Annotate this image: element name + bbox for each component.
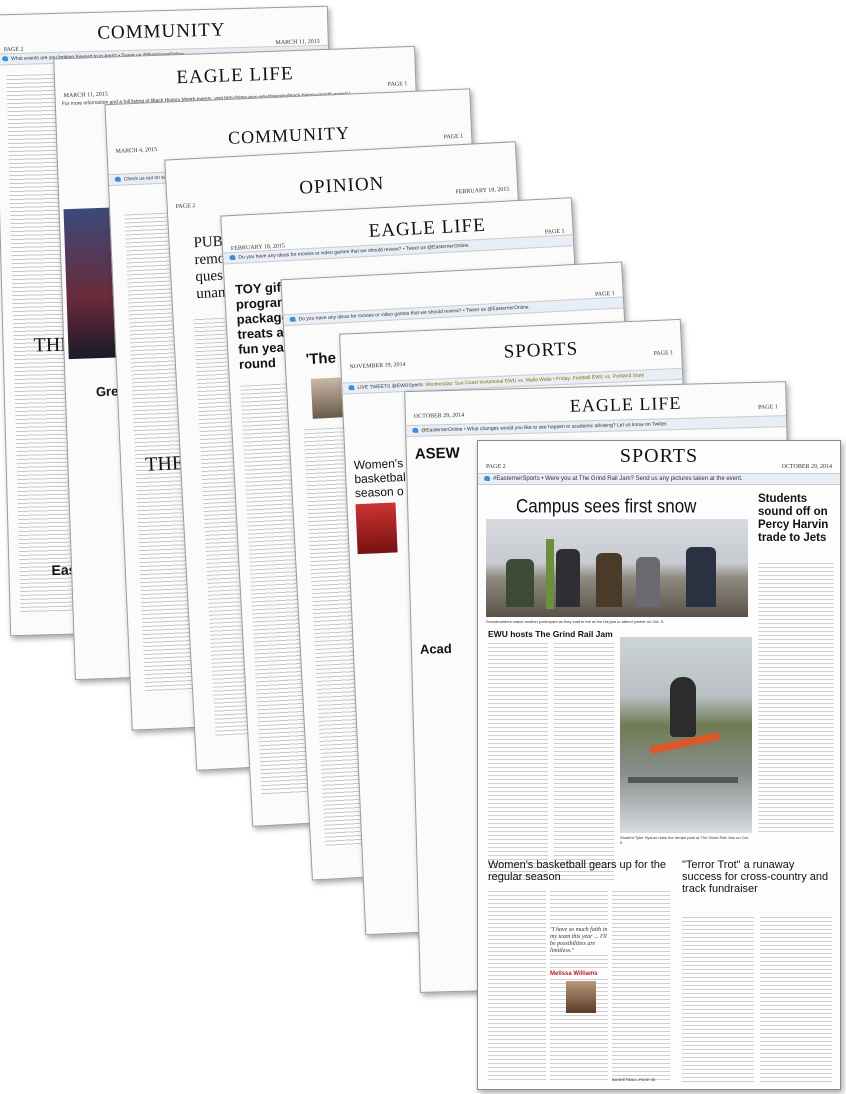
page-number: PAGE 2 bbox=[486, 464, 506, 470]
person-figure bbox=[596, 553, 622, 607]
sub-headline: EWU hosts The Grind Rail Jam bbox=[488, 629, 613, 639]
continued-label: BASKETBALL-PAGE 55 bbox=[612, 1077, 656, 1082]
bottom-right-headline: "Terror Trot" a runaway success for cros… bbox=[682, 859, 829, 895]
twitter-bird-icon bbox=[2, 56, 9, 62]
issue-date: MARCH 4, 2015 bbox=[115, 147, 158, 155]
rail-jam-photo bbox=[620, 637, 752, 833]
person-figure bbox=[556, 549, 580, 607]
person-figure bbox=[506, 559, 534, 607]
page-number: PAGE 2 bbox=[175, 203, 196, 211]
headline: season o bbox=[354, 484, 404, 501]
twitter-bird-icon bbox=[348, 385, 355, 391]
pull-quote: "I have so much faith in my team this ye… bbox=[550, 927, 608, 955]
headline: THE bbox=[144, 452, 185, 476]
twitter-bird-icon bbox=[229, 255, 236, 261]
twitter-bird-icon bbox=[484, 476, 490, 481]
photo-caption: Snowboarders watch another participant a… bbox=[486, 619, 665, 624]
folio: PAGE 2 OCTOBER 29, 2014 bbox=[478, 464, 840, 470]
page-number: PAGE 1 bbox=[653, 350, 674, 358]
newspaper-page-sports-oct29: SPORTS PAGE 2 OCTOBER 29, 2014 #Easterne… bbox=[477, 440, 841, 1090]
issue-date: MARCH 11, 2015 bbox=[275, 38, 320, 47]
twitter-text: #EasternerSports • Were you at The Grind… bbox=[493, 476, 743, 483]
story-text bbox=[488, 891, 546, 1081]
side-headline: Students sound off on Percy Harvin trade… bbox=[758, 493, 829, 544]
story-text bbox=[554, 643, 614, 883]
page-number: PAGE 1 bbox=[594, 290, 615, 298]
twitter-bird-icon bbox=[114, 176, 121, 183]
twitter-text: LIVE TWEETS @EWUSports bbox=[357, 382, 424, 391]
person-figure bbox=[686, 547, 716, 607]
player-headshot bbox=[566, 981, 596, 1013]
page-number: PAGE 1 bbox=[387, 81, 408, 88]
headline: PUB bbox=[193, 233, 224, 252]
issue-date: NOVEMBER 19, 2014 bbox=[349, 361, 406, 371]
issue-date: OCTOBER 29, 2014 bbox=[781, 464, 832, 470]
twitter-bird-icon bbox=[412, 427, 419, 434]
side-story-text bbox=[758, 563, 834, 833]
page-number: PAGE 2 bbox=[3, 46, 24, 54]
main-headline: Campus sees first snow bbox=[516, 495, 697, 517]
rail bbox=[628, 777, 738, 783]
story-text bbox=[612, 891, 670, 1081]
snowboarders-photo bbox=[486, 519, 748, 617]
person-figure bbox=[636, 557, 660, 607]
basketball-photo bbox=[355, 502, 398, 555]
snowboard bbox=[546, 539, 554, 609]
story-text bbox=[682, 917, 754, 1083]
headline: fun yea bbox=[237, 339, 285, 357]
headline: Acad bbox=[419, 640, 452, 657]
twitter-bird-icon bbox=[289, 316, 296, 323]
headline: ASEW bbox=[414, 444, 461, 463]
twitter-text: @EasternerOnline • What changes would yo… bbox=[421, 421, 668, 434]
page-number: PAGE 1 bbox=[443, 133, 464, 141]
portrait-photo bbox=[310, 377, 343, 419]
story-text bbox=[760, 917, 832, 1083]
twitter-bar: #EasternerSports • Were you at The Grind… bbox=[478, 473, 840, 486]
headline: round bbox=[238, 354, 277, 372]
bottom-left-headline: Women's basketball gears up for the regu… bbox=[488, 859, 666, 883]
snowboarder-figure bbox=[670, 677, 696, 737]
page-number: PAGE 1 bbox=[758, 404, 778, 411]
masthead: SPORTS bbox=[619, 445, 699, 467]
pull-quote-name: Melissa Williams bbox=[550, 971, 608, 977]
story-text bbox=[488, 643, 548, 883]
photo-caption: Student Tyler Hysner rides the terrain p… bbox=[620, 835, 750, 845]
